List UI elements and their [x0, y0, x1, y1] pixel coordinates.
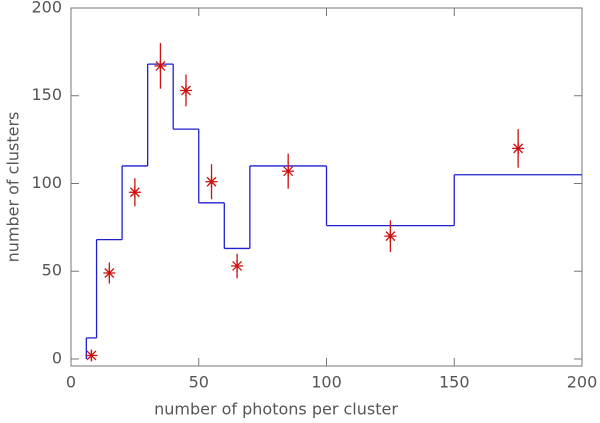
point-stroke — [181, 85, 191, 96]
point-stroke — [129, 187, 140, 198]
x-tick-label: 200 — [567, 373, 598, 392]
point — [512, 142, 525, 155]
x-axis-label: number of photons per cluster — [154, 400, 398, 419]
point — [384, 230, 397, 243]
x-tick-label: 50 — [189, 373, 209, 392]
x-tick-label: 150 — [439, 373, 470, 392]
point-stroke — [513, 143, 524, 154]
point-stroke — [86, 350, 97, 361]
point — [85, 349, 98, 362]
y-tick-label: 200 — [31, 0, 62, 17]
y-axis-label: number of clusters — [4, 112, 23, 263]
y-tick-label: 50 — [42, 261, 62, 280]
point — [282, 165, 295, 178]
point — [231, 259, 244, 272]
point-stroke — [283, 166, 294, 177]
point-stroke — [232, 261, 243, 271]
point — [205, 175, 218, 188]
point — [179, 84, 192, 97]
point-stroke — [206, 176, 217, 187]
point-stroke — [155, 60, 166, 71]
x-tick-label: 0 — [66, 373, 76, 392]
point — [128, 186, 141, 199]
x-tick-label: 100 — [311, 373, 342, 392]
y-tick-label: 150 — [31, 85, 62, 104]
y-tick-label: 100 — [31, 173, 62, 192]
point-stroke — [385, 231, 396, 242]
point — [103, 266, 116, 279]
point-stroke — [104, 268, 115, 278]
point — [154, 59, 167, 72]
y-tick-label: 0 — [52, 348, 62, 367]
